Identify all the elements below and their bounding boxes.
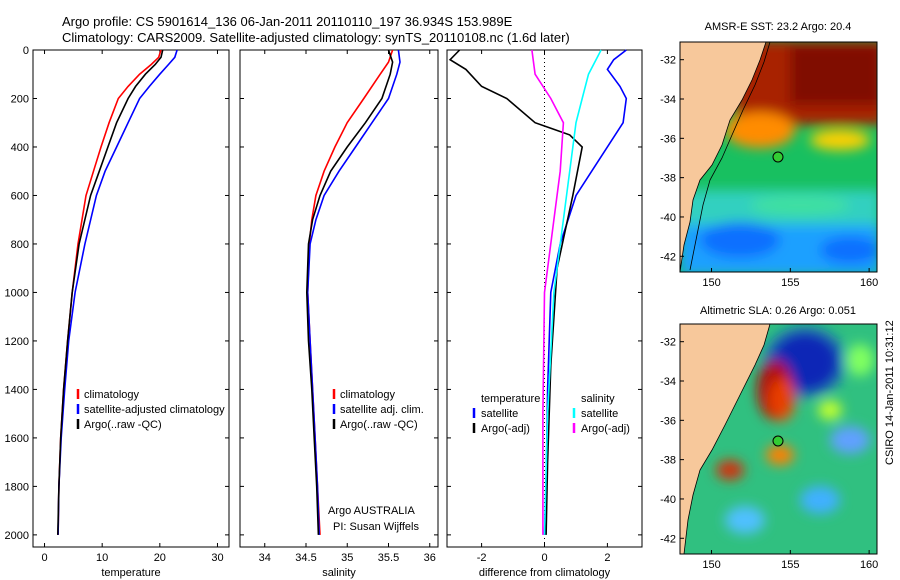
map-y-tick: -40: [660, 212, 676, 224]
sla-argo-marker: [772, 435, 784, 447]
series-line: [57, 49, 164, 535]
x-tick-label: 35.5: [378, 552, 399, 564]
sla-land: [680, 324, 771, 554]
x-tick-label: 34: [259, 552, 271, 564]
sst-map: AMSR-E SST: 23.2 Argo: 20.4 150 155 160 -32…: [660, 21, 878, 289]
profile-panel-1: 0 10 20 30 0 200 400 600 800 1000 1200 1400 1600 1800…: [5, 45, 230, 579]
x-tick-label: -2: [477, 552, 487, 564]
climatology-subtitle: Climatology: CARS2009. Satellite-adjuste…: [62, 30, 570, 45]
map-x-tick: 160: [860, 559, 878, 571]
credit-line-1: Argo AUSTRALIA: [328, 505, 415, 517]
y-tick-label: 1400: [5, 384, 29, 396]
legend-label: climatology: [340, 389, 396, 401]
map-y-tick: -38: [660, 455, 676, 467]
y-tick-label: 2000: [5, 530, 29, 542]
x-tick-label: 10: [96, 552, 108, 564]
x-axis-label: salinity: [322, 567, 356, 579]
x-axis-label: difference from climatology: [479, 567, 611, 579]
credit-line-2: PI: Susan Wijffels: [333, 521, 419, 533]
sst-land: [680, 42, 767, 272]
map-y-tick: -42: [660, 251, 676, 263]
series-line: [57, 49, 178, 535]
series-line: [543, 49, 602, 535]
map-y-tick: -32: [660, 337, 676, 349]
series-line: [531, 49, 565, 535]
map-y-tick: -36: [660, 133, 676, 145]
x-axis-label: temperature: [101, 567, 160, 579]
x-tick-label: 34.5: [295, 552, 316, 564]
legend-label: temperature: [481, 393, 540, 405]
y-tick-label: 0: [23, 45, 29, 57]
x-tick-label: 0: [541, 552, 547, 564]
map-x-tick: 150: [702, 559, 720, 571]
legend-label: satellite: [481, 408, 518, 420]
y-tick-label: 1600: [5, 433, 29, 445]
x-tick-label: 36: [424, 552, 436, 564]
map-y-tick: -38: [660, 173, 676, 185]
sla-map-title: Altimetric SLA: 0.26 Argo: 0.051: [700, 305, 856, 317]
sst-argo-marker: [772, 151, 784, 163]
x-tick-label: 0: [41, 552, 47, 564]
map-x-tick: 155: [781, 277, 799, 289]
y-tick-label: 600: [11, 190, 29, 202]
map-y-tick: -36: [660, 415, 676, 427]
map-y-tick: -40: [660, 494, 676, 506]
sla-map: Altimetric SLA: 0.26 Argo: 0.051 150 155 1…: [660, 305, 878, 571]
legend-label: satellite: [581, 408, 618, 420]
legend-label: climatology: [84, 389, 140, 401]
series-line: [305, 49, 394, 535]
profile-title: Argo profile: CS 5901614_136 06-Jan-2011…: [62, 14, 513, 29]
series-line: [306, 49, 401, 535]
y-tick-label: 200: [11, 93, 29, 105]
legend-label: Argo(..raw -QC): [340, 419, 418, 431]
y-tick-label: 1200: [5, 336, 29, 348]
x-tick-label: 20: [154, 552, 166, 564]
timestamp-label: CSIRO 14-Jan-2011 10:31:12: [884, 320, 896, 465]
y-tick-label: 1000: [5, 287, 29, 299]
x-tick-label: 2: [604, 552, 610, 564]
profile-panel-2: 34 34.5 35 35.5 36 salinity climatology satelli…: [239, 49, 439, 579]
legend-label: satellite-adjusted climatology: [84, 404, 225, 416]
map-y-tick: -42: [660, 533, 676, 545]
sst-map-title: AMSR-E SST: 23.2 Argo: 20.4: [705, 21, 852, 33]
series-line: [543, 49, 628, 535]
map-x-tick: 155: [781, 559, 799, 571]
legend-label: salinity: [581, 393, 615, 405]
y-tick-label: 1800: [5, 481, 29, 493]
map-x-tick: 150: [702, 277, 720, 289]
x-tick-label: 30: [211, 552, 223, 564]
y-tick-label: 400: [11, 142, 29, 154]
map-y-tick: -34: [660, 94, 676, 106]
legend-label: Argo(-adj): [481, 423, 530, 435]
map-x-tick: 160: [860, 277, 878, 289]
map-y-tick: -34: [660, 376, 676, 388]
map-y-tick: -32: [660, 55, 676, 67]
y-tick-label: 800: [11, 239, 29, 251]
x-tick-label: 35: [341, 552, 353, 564]
legend-label: Argo(..raw -QC): [84, 419, 162, 431]
legend-label: satellite adj. clim.: [340, 404, 424, 416]
profile-panel-3: -2 0 2 difference from climatology temperatu…: [446, 49, 643, 579]
legend-label: Argo(-adj): [581, 423, 630, 435]
